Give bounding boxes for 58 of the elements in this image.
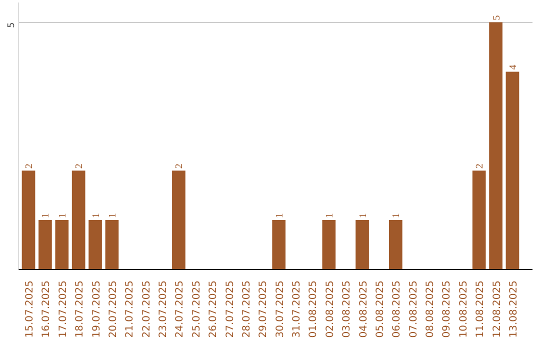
data-label: 1: [107, 213, 118, 218]
bar: [356, 220, 369, 270]
x-tick-label: 12.08.2025: [492, 280, 503, 338]
x-tick-label: 11.08.2025: [475, 280, 486, 338]
data-label: 1: [274, 213, 286, 218]
bar: [38, 220, 52, 270]
bar: [88, 220, 102, 270]
x-tick-label: 08.08.2025: [425, 280, 436, 338]
x-tick-label: 28.07.2025: [241, 280, 252, 338]
data-label: 1: [358, 213, 369, 218]
data-label: 4: [508, 64, 519, 70]
x-tick-label: 27.07.2025: [224, 280, 236, 338]
x-tick-label: 16.07.2025: [41, 280, 52, 338]
x-tick-label: 02.08.2025: [324, 280, 336, 338]
bar: [72, 170, 86, 270]
x-tick-label: 20.07.2025: [108, 280, 119, 338]
x-tick-label: 17.07.2025: [58, 280, 69, 338]
x-tick-label: 05.08.2025: [374, 280, 386, 338]
bar: [472, 170, 486, 270]
x-tick-label: 23.07.2025: [158, 280, 170, 338]
bar: [489, 22, 502, 270]
bar: [172, 170, 186, 270]
data-label: 2: [174, 164, 186, 169]
x-tick-label: 19.07.2025: [91, 280, 102, 338]
x-tick-label: 03.08.2025: [342, 280, 353, 338]
x-tick-label: 06.08.2025: [392, 280, 403, 338]
data-label: 1: [40, 213, 52, 218]
x-tick-label: 13.08.2025: [508, 280, 520, 338]
bar: [506, 72, 520, 270]
data-label: 1: [57, 213, 68, 218]
bar: [388, 220, 402, 270]
x-tick-label: 31.07.2025: [292, 280, 303, 338]
x-tick-label: 30.07.2025: [274, 280, 286, 338]
x-tick-label: 15.07.2025: [24, 280, 36, 338]
x-tick-label: 29.07.2025: [258, 280, 270, 338]
data-label: 1: [391, 213, 402, 218]
data-label: 2: [24, 164, 36, 169]
data-label: 1: [90, 213, 102, 218]
x-tick-label: 24.07.2025: [174, 280, 186, 338]
data-label: 2: [474, 164, 486, 169]
data-label: 1: [324, 213, 336, 218]
data-label: 2: [74, 164, 86, 169]
x-tick-label: 09.08.2025: [442, 280, 453, 338]
bar: [105, 220, 119, 270]
data-label: 5: [491, 15, 502, 20]
bar: [322, 220, 336, 270]
x-tick-label: 26.07.2025: [208, 280, 220, 338]
x-tick-label: 18.07.2025: [74, 280, 86, 338]
bar: [272, 220, 286, 270]
x-tick-label: 25.07.2025: [191, 280, 202, 338]
x-tick-label: 01.08.2025: [308, 280, 320, 338]
x-tick-label: 21.07.2025: [124, 280, 136, 338]
bar: [55, 220, 69, 270]
x-tick-label: 10.08.2025: [458, 280, 470, 338]
x-tick-label: 22.07.2025: [141, 280, 152, 338]
bar: [22, 170, 36, 270]
x-tick-label: 04.08.2025: [358, 280, 370, 338]
x-tick-label: 07.08.2025: [408, 280, 420, 338]
